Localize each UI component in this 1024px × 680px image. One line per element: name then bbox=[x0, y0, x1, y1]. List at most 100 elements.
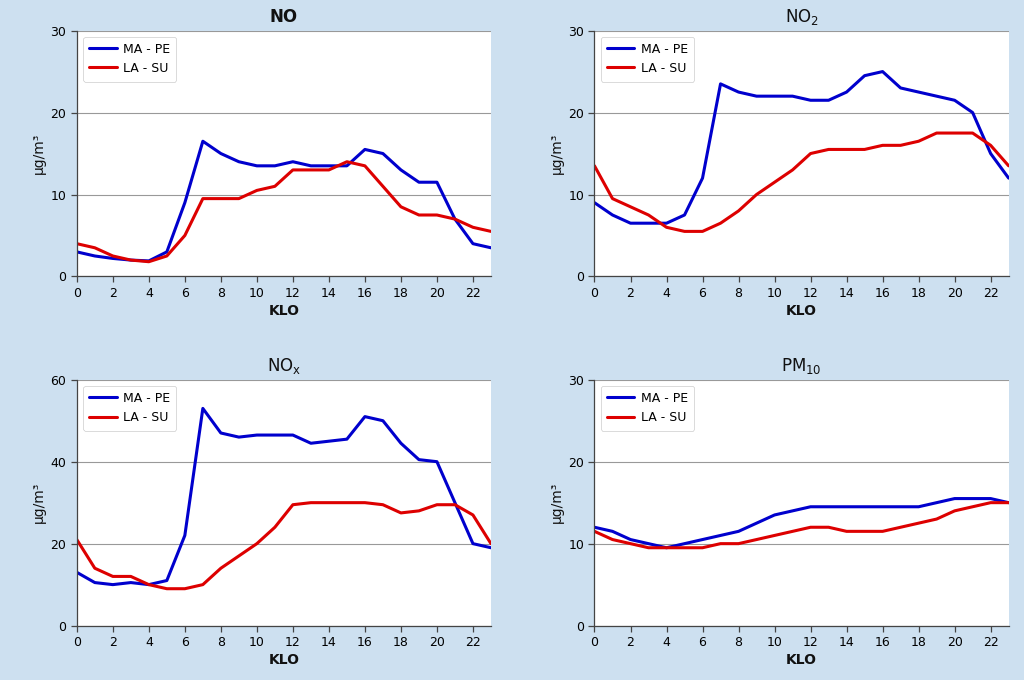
MA - PE bbox=[484, 544, 497, 552]
Line: MA - PE: MA - PE bbox=[595, 71, 1009, 223]
LA - SU bbox=[268, 182, 281, 190]
X-axis label: KLO: KLO bbox=[786, 304, 817, 318]
LA - SU bbox=[341, 498, 353, 507]
MA - PE bbox=[413, 456, 425, 464]
LA - SU bbox=[89, 243, 101, 252]
LA - SU bbox=[931, 129, 943, 137]
LA - SU bbox=[395, 203, 408, 211]
LA - SU bbox=[894, 523, 906, 531]
Y-axis label: μg/m³: μg/m³ bbox=[550, 482, 564, 524]
MA - PE bbox=[358, 413, 371, 421]
MA - PE bbox=[287, 431, 299, 439]
MA - PE bbox=[323, 437, 335, 445]
LA - SU bbox=[484, 227, 497, 235]
LA - SU bbox=[625, 539, 637, 547]
X-axis label: KLO: KLO bbox=[268, 304, 299, 318]
Title: $\mathrm{PM_{10}}$: $\mathrm{PM_{10}}$ bbox=[781, 356, 822, 377]
MA - PE bbox=[179, 199, 191, 207]
LA - SU bbox=[822, 523, 835, 531]
MA - PE bbox=[696, 535, 709, 543]
MA - PE bbox=[467, 539, 479, 547]
LA - SU bbox=[142, 258, 155, 266]
LA - SU bbox=[179, 585, 191, 593]
LA - SU bbox=[125, 256, 137, 264]
Title: NO: NO bbox=[269, 8, 298, 27]
LA - SU bbox=[786, 166, 799, 174]
LA - SU bbox=[287, 166, 299, 174]
MA - PE bbox=[89, 579, 101, 587]
LA - SU bbox=[751, 190, 763, 199]
LA - SU bbox=[197, 194, 209, 203]
LA - SU bbox=[449, 500, 461, 509]
MA - PE bbox=[287, 158, 299, 166]
LA - SU bbox=[589, 527, 601, 535]
LA - SU bbox=[161, 252, 173, 260]
LA - SU bbox=[606, 194, 618, 203]
LA - SU bbox=[912, 519, 925, 527]
MA - PE bbox=[822, 503, 835, 511]
LA - SU bbox=[877, 527, 889, 535]
MA - PE bbox=[268, 162, 281, 170]
Legend: MA - PE, LA - SU: MA - PE, LA - SU bbox=[601, 386, 694, 430]
LA - SU bbox=[287, 500, 299, 509]
LA - SU bbox=[931, 515, 943, 523]
LA - SU bbox=[732, 207, 744, 215]
MA - PE bbox=[625, 535, 637, 543]
MA - PE bbox=[768, 511, 780, 519]
MA - PE bbox=[251, 431, 263, 439]
MA - PE bbox=[431, 458, 443, 466]
MA - PE bbox=[341, 435, 353, 443]
LA - SU bbox=[678, 544, 690, 552]
MA - PE bbox=[377, 417, 389, 425]
LA - SU bbox=[841, 146, 853, 154]
Legend: MA - PE, LA - SU: MA - PE, LA - SU bbox=[83, 37, 176, 82]
LA - SU bbox=[71, 239, 83, 248]
MA - PE bbox=[606, 527, 618, 535]
MA - PE bbox=[732, 527, 744, 535]
MA - PE bbox=[232, 158, 245, 166]
MA - PE bbox=[71, 248, 83, 256]
LA - SU bbox=[696, 544, 709, 552]
LA - SU bbox=[606, 535, 618, 543]
LA - SU bbox=[323, 498, 335, 507]
MA - PE bbox=[142, 581, 155, 589]
LA - SU bbox=[894, 141, 906, 150]
LA - SU bbox=[696, 227, 709, 235]
LA - SU bbox=[358, 162, 371, 170]
MA - PE bbox=[948, 96, 961, 104]
X-axis label: KLO: KLO bbox=[268, 653, 299, 667]
MA - PE bbox=[449, 215, 461, 223]
LA - SU bbox=[660, 223, 673, 231]
LA - SU bbox=[625, 203, 637, 211]
LA - SU bbox=[251, 186, 263, 194]
Line: LA - SU: LA - SU bbox=[595, 133, 1009, 231]
Line: MA - PE: MA - PE bbox=[77, 141, 490, 261]
LA - SU bbox=[449, 215, 461, 223]
Line: MA - PE: MA - PE bbox=[595, 498, 1009, 548]
MA - PE bbox=[841, 503, 853, 511]
LA - SU bbox=[232, 552, 245, 560]
LA - SU bbox=[877, 141, 889, 150]
MA - PE bbox=[732, 88, 744, 96]
LA - SU bbox=[967, 129, 979, 137]
MA - PE bbox=[912, 503, 925, 511]
MA - PE bbox=[948, 494, 961, 503]
LA - SU bbox=[589, 162, 601, 170]
MA - PE bbox=[413, 178, 425, 186]
LA - SU bbox=[768, 531, 780, 539]
MA - PE bbox=[967, 494, 979, 503]
MA - PE bbox=[931, 498, 943, 507]
LA - SU bbox=[142, 581, 155, 589]
MA - PE bbox=[786, 507, 799, 515]
MA - PE bbox=[715, 80, 727, 88]
LA - SU bbox=[377, 500, 389, 509]
MA - PE bbox=[642, 219, 654, 227]
X-axis label: KLO: KLO bbox=[786, 653, 817, 667]
MA - PE bbox=[894, 84, 906, 92]
Y-axis label: μg/m³: μg/m³ bbox=[550, 133, 564, 174]
LA - SU bbox=[89, 564, 101, 573]
MA - PE bbox=[232, 433, 245, 441]
MA - PE bbox=[967, 109, 979, 117]
MA - PE bbox=[268, 431, 281, 439]
LA - SU bbox=[642, 544, 654, 552]
